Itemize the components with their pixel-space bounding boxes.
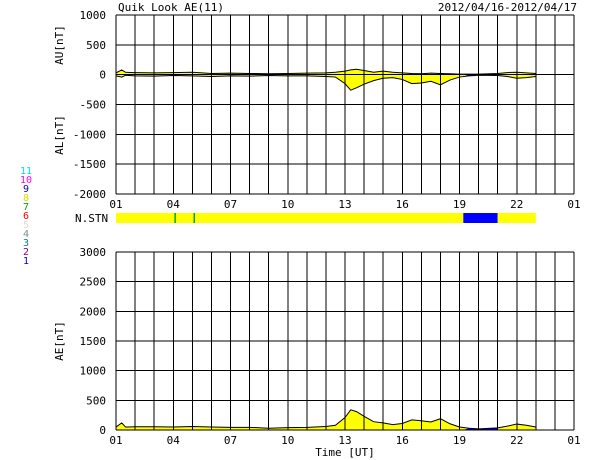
au-al-xtick-label: 01	[109, 198, 122, 211]
ae-ytick-label: 500	[86, 394, 106, 407]
ae-xtick-label: 13	[338, 434, 351, 447]
au-al-ytick-label: -1000	[73, 128, 106, 141]
au-al-xtick-label: 01	[567, 198, 580, 211]
au-al-xtick-label: 22	[510, 198, 523, 211]
x-axis-title: Time [UT]	[315, 446, 375, 459]
legend-station-4: 4	[23, 229, 29, 240]
station-count-segment	[463, 213, 498, 223]
ae-ytick-label: 1500	[80, 335, 107, 348]
au-al-xtick-label: 19	[453, 198, 466, 211]
au-al-xtick-label: 13	[338, 198, 351, 211]
au-al-ytick-label: -500	[80, 99, 107, 112]
station-count-segment	[497, 213, 536, 223]
ae-ae-area	[116, 409, 536, 430]
ae-xtick-label: 16	[396, 434, 409, 447]
au-al-xtick-label: 04	[167, 198, 181, 211]
ae-ytick-label: 0	[99, 424, 106, 437]
legend-station-8: 8	[23, 193, 29, 204]
legend-station-11: 11	[20, 166, 32, 177]
ae-ae-line	[115, 409, 536, 430]
legend-station-10: 10	[20, 175, 32, 186]
legend-station-1: 1	[23, 256, 29, 267]
ae-axis-label: AE[nT]	[53, 321, 66, 361]
ae-ytick-label: 2500	[80, 276, 107, 289]
station-count-segment	[116, 213, 464, 223]
ae-xtick-label: 19	[453, 434, 466, 447]
legend-station-2: 2	[23, 247, 29, 258]
ae-xtick-label: 04	[167, 434, 181, 447]
au-al-ytick-label: -1500	[73, 158, 106, 171]
legend-station-3: 3	[23, 238, 29, 249]
au-al-ytick-label: -2000	[73, 188, 106, 201]
ae-ytick-label: 3000	[80, 246, 107, 259]
chart-title: Quik Look AE(11)	[118, 1, 224, 14]
au-al-xtick-label: 16	[396, 198, 409, 211]
au-al-grid	[115, 14, 575, 195]
ae-xtick-label: 10	[281, 434, 294, 447]
ae-area-group	[115, 409, 536, 430]
legend-station-6: 6	[23, 211, 29, 222]
au-al-xtick-label: 07	[224, 198, 237, 211]
ae-ytick-label: 2000	[80, 305, 107, 318]
au-al-ytick-label: 1000	[80, 9, 107, 22]
ae-xtick-label: 01	[567, 434, 580, 447]
au-al-ytick-label: 0	[99, 69, 106, 82]
ae-xtick-label: 07	[224, 434, 237, 447]
au-al-au-line	[115, 68, 536, 75]
au-al-al-area	[116, 74, 536, 91]
ae-xtick-label: 01	[109, 434, 122, 447]
al-axis-label: AL[nT]	[53, 115, 66, 155]
au-axis-label: AU[nT]	[53, 25, 66, 65]
ae-xtick-label: 22	[510, 434, 523, 447]
legend-station-9: 9	[23, 184, 29, 195]
legend-station-5: 5	[23, 220, 29, 231]
station-count-bar	[116, 213, 536, 223]
legend-station-7: 7	[23, 202, 29, 213]
date-range: 2012/04/16-2012/04/17	[438, 1, 577, 14]
au-al-al-line	[115, 74, 536, 91]
ae-grid	[115, 251, 575, 431]
station-count-label: N.STN	[75, 212, 108, 225]
au-al-xtick-label: 10	[281, 198, 294, 211]
au-al-ytick-label: 500	[86, 39, 106, 52]
ae-ytick-label: 1000	[80, 365, 107, 378]
